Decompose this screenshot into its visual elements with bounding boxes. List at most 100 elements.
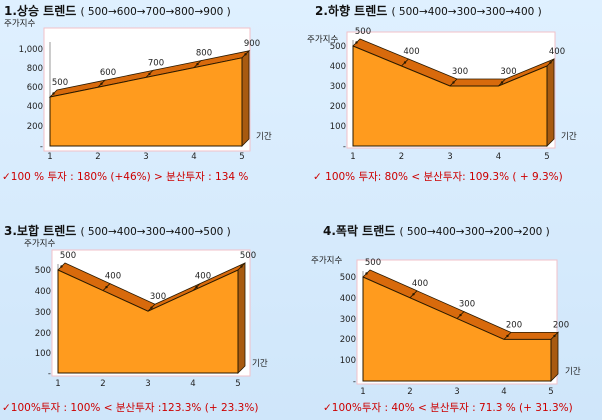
- data-point: [553, 334, 556, 338]
- data-label: 500: [355, 27, 371, 37]
- area-side-face: [241, 49, 250, 147]
- x-tick-label: 3: [143, 152, 148, 162]
- chart-result-note: ✓100 % 투자 : 180% (+46%) > 분산투자 : 134 %: [2, 171, 249, 183]
- chart-title: 1.상승 트렌드 ( 500→600→700→800→900 ): [4, 4, 231, 19]
- chart-subtitle: ( 500→600→700→800→900 ): [80, 6, 231, 18]
- chart-panel-3: 3.보합 트렌드 ( 500→400→300→400→500 ) - 100 200…: [0, 210, 301, 420]
- chart-title-text: 3.보합 트렌드: [4, 224, 77, 238]
- x-tick-label: 5: [235, 379, 240, 389]
- x-tick-label: 4: [496, 152, 501, 162]
- x-tick-label: 5: [548, 387, 553, 397]
- x-tick-label: 2: [399, 152, 404, 162]
- data-point: [148, 72, 151, 76]
- y-axis-title: 주가지수: [24, 239, 55, 249]
- data-label: 500: [60, 251, 76, 261]
- chart-title-text: 1.상승 트렌드: [4, 4, 77, 18]
- x-tick-label: 4: [190, 379, 195, 389]
- data-label: 400: [412, 279, 428, 289]
- x-axis-title: 기간: [256, 131, 272, 142]
- data-point: [355, 41, 358, 44]
- data-label: 500: [240, 251, 256, 261]
- data-point: [365, 272, 368, 275]
- y-tick-label: 1,000: [19, 45, 43, 55]
- data-label: 800: [196, 49, 212, 59]
- y-tick-label: 200: [340, 335, 356, 345]
- x-tick-label: 1: [350, 152, 355, 162]
- area-side-face: [550, 331, 559, 382]
- area-top-face: [503, 332, 559, 340]
- y-tick-label: -: [353, 377, 356, 387]
- y-tick-label: 200: [27, 122, 43, 132]
- data-label: 400: [195, 272, 211, 282]
- data-point: [452, 81, 455, 84]
- chart-result-note: ✓100%투자 : 100% < 분산투자 :123.3% (+ 23.3%): [2, 402, 259, 414]
- y-tick-label: 600: [27, 83, 43, 93]
- chart-title-text: 4.폭락 트랜드: [323, 224, 396, 238]
- chart-subtitle: ( 500→400→300→400→500 ): [80, 226, 231, 238]
- x-tick-label: 2: [100, 379, 105, 389]
- data-point: [244, 53, 247, 56]
- data-label: 500: [52, 78, 68, 88]
- chart-title: 2.하향 트렌드 ( 500→400→300→300→400 ): [315, 4, 542, 19]
- x-axis-title: 기간: [561, 131, 577, 142]
- x-tick-label: 3: [447, 152, 452, 162]
- chart-subtitle: ( 500→400→300→200→200 ): [399, 226, 550, 238]
- data-label: 300: [452, 67, 468, 77]
- data-label: 200: [506, 320, 522, 330]
- data-point: [403, 61, 407, 64]
- area-top-face: [449, 78, 507, 87]
- y-tick-label: 300: [35, 308, 51, 318]
- area-front-face: [49, 57, 243, 147]
- data-label: 400: [403, 47, 419, 57]
- area-side-face: [237, 262, 246, 374]
- data-point: [500, 81, 504, 84]
- chart-result-note: ✓100%투자 : 40% < 분산투자 : 71.3 % (+ 31.3%): [323, 402, 573, 414]
- data-point: [196, 62, 199, 66]
- data-label: 200: [553, 320, 569, 330]
- data-label: 700: [148, 58, 164, 68]
- data-point: [150, 306, 153, 309]
- x-tick-label: 1: [55, 379, 60, 389]
- x-tick-label: 5: [239, 152, 244, 162]
- x-tick-label: 2: [95, 152, 100, 162]
- y-axis-title: 주가지수: [307, 35, 338, 45]
- x-tick-label: 1: [360, 387, 365, 397]
- data-label: 300: [459, 300, 475, 310]
- data-label: 400: [105, 272, 121, 282]
- data-point: [195, 285, 198, 289]
- area-front-face: [362, 276, 552, 382]
- area-front-face: [352, 45, 548, 147]
- y-tick-label: 400: [27, 102, 43, 112]
- y-tick-label: 500: [330, 42, 346, 52]
- y-axis-title: 주가지수: [311, 256, 342, 266]
- y-tick-label: 200: [330, 102, 346, 112]
- y-tick-label: 100: [340, 356, 356, 366]
- x-axis-title: 기간: [252, 358, 268, 369]
- data-label: 500: [365, 258, 381, 268]
- chart-panel-4: 4.폭락 트랜드 ( 500→400→300→200→200 ) - 100 200…: [301, 210, 602, 420]
- data-point: [60, 265, 63, 268]
- x-tick-label: 3: [454, 387, 459, 397]
- x-tick-label: 1: [47, 152, 52, 162]
- y-tick-label: 200: [35, 329, 51, 339]
- chart-panel-2: 2.하향 트렌드 ( 500→400→300→300→400 ) - 100 200…: [301, 0, 602, 210]
- data-label: 300: [500, 67, 516, 77]
- y-tick-label: -: [40, 142, 43, 152]
- data-point: [459, 313, 462, 317]
- chart-subtitle: ( 500→400→300→300→400 ): [391, 6, 542, 18]
- data-point: [52, 92, 55, 95]
- data-label: 600: [100, 68, 116, 78]
- y-tick-label: 100: [330, 122, 346, 132]
- y-tick-label: 800: [27, 64, 43, 74]
- data-point: [105, 285, 108, 289]
- x-tick-label: 5: [544, 152, 549, 162]
- data-point: [412, 293, 415, 296]
- chart-result-note: ✓ 100% 투자: 80% < 분산투자: 109.3% ( + 9.3%): [313, 171, 563, 183]
- y-tick-label: 400: [330, 62, 346, 72]
- data-point: [100, 82, 103, 85]
- x-tick-label: 4: [501, 387, 506, 397]
- y-tick-label: -: [48, 369, 51, 379]
